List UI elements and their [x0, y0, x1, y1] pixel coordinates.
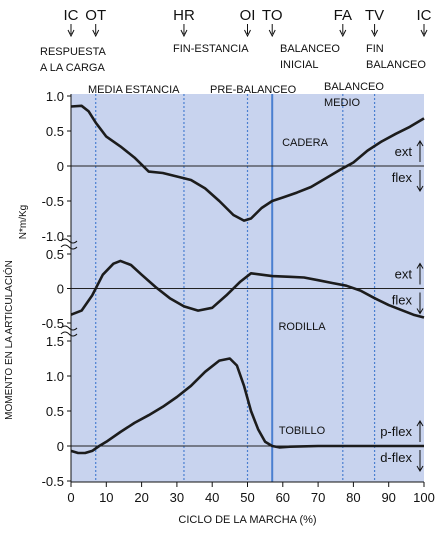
event-arrow-head [268, 29, 276, 38]
phase-label: BALANCEO [280, 43, 340, 55]
x-tick-label: 70 [311, 490, 325, 505]
phase-label: BALANCEO [366, 59, 426, 71]
event-arrow-head [244, 29, 251, 38]
y-axis-title: MOMENTO EN LA ARTICULACIÓN [2, 260, 15, 420]
event-label-to: TO [262, 7, 283, 24]
event-label-oi: OI [240, 7, 256, 24]
up-arrow-icon [416, 262, 424, 269]
x-tick-label: 60 [276, 490, 290, 505]
y-tick-label: -0.5 [42, 194, 64, 209]
down-arrow-icon [416, 465, 424, 472]
event-arrow-head [371, 29, 379, 38]
negative-moment-label: flex [392, 293, 413, 308]
event-label-ot: OT [85, 7, 106, 24]
panel-name: TOBILLO [279, 425, 326, 437]
x-tick-label: 80 [346, 490, 360, 505]
axis-break-icon [60, 238, 78, 244]
x-tick-label: 0 [67, 490, 74, 505]
y-tick-label: 0.5 [46, 247, 64, 262]
phase-label: MEDIO [324, 97, 361, 109]
event-arrow-head [420, 29, 428, 38]
y-tick-label: -0.5 [42, 316, 64, 331]
positive-moment-label: ext [395, 267, 413, 282]
axis-break-icon [60, 244, 78, 250]
positive-moment-label: p-flex [380, 424, 412, 439]
y-tick-label: 0 [57, 159, 64, 174]
y-tick-label: 1.5 [46, 334, 64, 349]
positive-moment-label: ext [395, 144, 413, 159]
panel-name: CADERA [282, 137, 329, 149]
x-axis-title: CICLO DE LA MARCHA (%) [178, 514, 316, 526]
phase-label: MEDIA ESTANCIA [88, 84, 180, 96]
y-tick-label: 1.0 [46, 89, 64, 104]
series-line-tobillo [70, 357, 424, 455]
event-label-tv: TV [365, 7, 384, 24]
event-label-fa: FA [334, 7, 352, 24]
y-axis-unit: N*m/Kg [18, 205, 29, 239]
phase-label: A LA CARGA [40, 62, 105, 74]
event-label-hr: HR [173, 7, 195, 24]
x-tick-label: 30 [170, 490, 184, 505]
axis-break-icon [60, 331, 78, 337]
event-arrow-head [339, 29, 347, 38]
y-tick-label: -1.0 [42, 229, 64, 244]
phase-label: PRE-BALANCEO [210, 84, 297, 96]
x-tick-label: 50 [240, 490, 254, 505]
y-tick-label: 0.5 [46, 404, 64, 419]
event-label-ic: IC [64, 7, 79, 24]
phase-label: FIN [366, 43, 384, 55]
y-tick-label: 1.0 [46, 369, 64, 384]
x-tick-label: 40 [205, 490, 219, 505]
down-arrow-icon [416, 185, 424, 192]
y-tick-label: 0.5 [46, 124, 64, 139]
x-tick-label: 10 [99, 490, 113, 505]
x-tick-label: 90 [381, 490, 395, 505]
y-tick-label: 0 [57, 282, 64, 297]
event-arrow-head [67, 29, 75, 38]
phase-label: INICIAL [280, 59, 319, 71]
x-tick-label: 20 [134, 490, 148, 505]
series-line-rodilla [70, 259, 425, 319]
event-label-ic: IC [417, 7, 432, 24]
phase-label: BALANCEO [324, 81, 384, 93]
phase-label: FIN-ESTANCIA [173, 43, 249, 55]
y-tick-label: 0 [57, 439, 64, 454]
negative-moment-label: flex [392, 170, 413, 185]
event-arrow-head [180, 29, 188, 38]
series-line-cadera [70, 104, 425, 222]
y-tick-label: -0.5 [42, 474, 64, 489]
negative-moment-label: d-flex [380, 450, 412, 465]
axis-break-icon [60, 325, 78, 331]
down-arrow-icon [416, 308, 424, 315]
phase-label: RESPUESTA [40, 46, 106, 58]
up-arrow-icon [416, 420, 424, 427]
panel-name: RODILLA [278, 321, 326, 333]
up-arrow-icon [416, 140, 424, 147]
event-arrow-head [92, 29, 100, 38]
x-tick-label: 100 [413, 490, 435, 505]
